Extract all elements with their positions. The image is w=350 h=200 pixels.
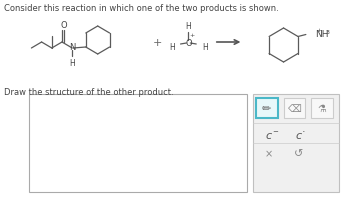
Text: −: − <box>272 128 278 134</box>
Text: ×: × <box>265 148 273 158</box>
Text: O: O <box>185 38 192 47</box>
Text: 3: 3 <box>326 30 329 35</box>
Text: +: + <box>316 28 321 33</box>
Text: ↺: ↺ <box>294 148 303 158</box>
Text: Draw the structure of the other product.: Draw the structure of the other product. <box>4 88 174 97</box>
Text: H: H <box>69 59 75 68</box>
Bar <box>256 99 278 118</box>
Text: ·: · <box>301 126 305 136</box>
Bar <box>311 99 332 118</box>
Text: +: + <box>152 38 162 48</box>
Bar <box>284 99 305 118</box>
Text: Consider this reaction in which one of the two products is shown.: Consider this reaction in which one of t… <box>4 4 279 13</box>
Text: c: c <box>266 130 272 140</box>
Text: N: N <box>69 42 75 51</box>
Text: +: + <box>190 33 195 38</box>
Text: H: H <box>186 22 191 31</box>
Bar <box>29 95 247 192</box>
Bar <box>253 95 340 192</box>
Text: ✏: ✏ <box>262 103 272 113</box>
Text: O: O <box>61 21 67 30</box>
Text: H: H <box>169 42 175 51</box>
Text: ⌫: ⌫ <box>287 103 301 113</box>
Text: c: c <box>295 130 301 140</box>
Text: H: H <box>202 42 208 51</box>
Text: NH: NH <box>315 30 328 39</box>
Text: ⚗: ⚗ <box>317 103 326 113</box>
